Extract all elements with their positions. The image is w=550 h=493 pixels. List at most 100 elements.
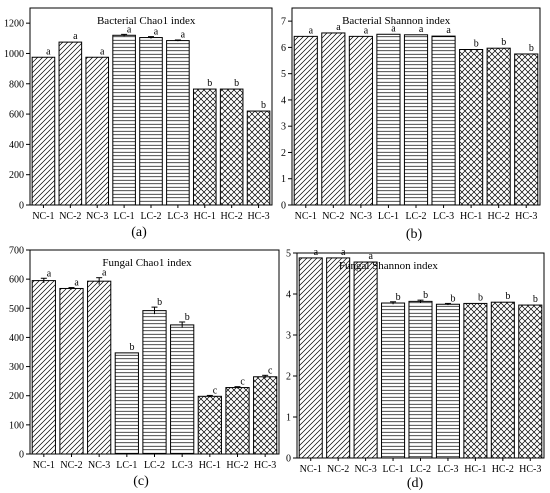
significance-letter: b	[423, 290, 428, 301]
y-tick-label: 500	[9, 304, 24, 315]
significance-letter: b	[261, 100, 266, 111]
bar	[166, 40, 190, 206]
x-tick-label: LC-3	[433, 211, 454, 222]
significance-letter: a	[391, 23, 396, 34]
bar	[353, 261, 378, 459]
panel-label-a: (a)	[131, 225, 147, 240]
significance-letter: a	[314, 247, 319, 258]
y-tick-label: 0	[281, 201, 286, 212]
significance-letter: a	[336, 22, 341, 33]
significance-letter: a	[46, 46, 51, 57]
bar	[490, 301, 515, 459]
significance-letter: a	[74, 277, 79, 288]
panel-label-c: (c)	[133, 474, 149, 489]
bar	[225, 387, 250, 455]
bar	[139, 37, 163, 206]
bar	[31, 56, 56, 206]
y-tick-label: 4	[281, 95, 286, 106]
x-tick-label: HC-1	[199, 460, 221, 471]
y-tick-label: 600	[9, 275, 24, 286]
x-tick-label: HC-2	[221, 211, 243, 222]
y-tick-label: 7	[281, 17, 286, 28]
significance-letter: b	[234, 78, 239, 89]
bar	[459, 49, 484, 206]
significance-letter: a	[419, 24, 424, 35]
y-tick-label: 400	[9, 140, 24, 151]
y-tick-label: 3	[281, 122, 286, 133]
bar	[170, 324, 195, 455]
bar	[514, 53, 539, 206]
x-tick-label: HC-2	[492, 464, 514, 475]
x-tick-label: HC-1	[460, 211, 482, 222]
bar	[246, 110, 271, 206]
x-tick-label: HC-3	[515, 211, 537, 222]
x-tick-label: NC-3	[88, 460, 110, 471]
bar	[58, 41, 83, 206]
significance-letter: a	[446, 25, 451, 36]
x-tick-label: NC-1	[33, 460, 55, 471]
x-tick-label: NC-2	[327, 464, 349, 475]
y-tick-label: 200	[9, 170, 24, 181]
x-tick-label: LC-1	[114, 211, 135, 222]
bar	[381, 302, 406, 459]
x-tick-label: NC-3	[354, 464, 376, 475]
bar	[435, 303, 460, 459]
x-tick-label: HC-2	[488, 211, 510, 222]
bar	[403, 34, 429, 206]
y-tick-label: 3	[286, 331, 291, 342]
x-tick-label: LC-2	[410, 464, 431, 475]
significance-letter: c	[240, 377, 245, 388]
significance-letter: a	[102, 268, 107, 279]
y-tick-label: 6	[281, 43, 286, 54]
x-tick-label: NC-1	[300, 464, 322, 475]
significance-letter: b	[478, 292, 483, 303]
significance-letter: b	[396, 292, 401, 303]
y-tick-label: 400	[9, 333, 24, 344]
y-tick-label: 1000	[4, 49, 24, 60]
bar	[348, 35, 373, 206]
significance-letter: b	[207, 78, 212, 89]
x-tick-label: LC-3	[167, 211, 188, 222]
x-tick-label: HC-3	[519, 464, 541, 475]
y-tick-label: 2	[281, 148, 286, 159]
chart-title: Bacterial Chao1 index	[97, 15, 196, 27]
significance-letter: b	[157, 297, 162, 308]
y-tick-label: 200	[9, 391, 24, 402]
y-tick-label: 700	[9, 246, 24, 257]
chart-title: Bacterial Shannon index	[342, 15, 451, 27]
bar	[87, 280, 112, 455]
x-tick-label: LC-3	[437, 464, 458, 475]
bar	[192, 88, 217, 206]
significance-letter: b	[505, 291, 510, 302]
y-tick-label: 1	[286, 413, 291, 424]
significance-letter: a	[364, 25, 369, 36]
y-tick-label: 800	[9, 79, 24, 90]
significance-letter: a	[181, 30, 186, 41]
x-tick-label: LC-2	[140, 211, 161, 222]
significance-letter: b	[129, 342, 134, 353]
x-tick-label: NC-3	[350, 211, 372, 222]
bar	[376, 33, 401, 206]
x-tick-label: HC-3	[254, 460, 276, 471]
bar	[293, 35, 318, 206]
significance-letter: b	[501, 37, 506, 48]
significance-letter: a	[127, 24, 132, 35]
y-tick-label: 5	[286, 249, 291, 260]
significance-letter: a	[341, 247, 346, 258]
y-tick-label: 600	[9, 110, 24, 121]
bar	[219, 88, 244, 206]
y-tick-label: 1200	[4, 19, 24, 30]
significance-letter: c	[213, 385, 218, 396]
x-tick-label: HC-1	[194, 211, 216, 222]
y-tick-label: 2	[286, 372, 291, 383]
bar	[298, 257, 323, 459]
x-tick-label: HC-3	[247, 211, 269, 222]
y-tick-label: 0	[286, 454, 291, 465]
chart-panel-b: Bacterial Shannon index 0 1 2 3 4 5 6 7 a NC-1 a NC-…	[281, 7, 541, 222]
bar	[142, 310, 167, 455]
y-tick-label: 1	[281, 174, 286, 185]
bar	[31, 280, 56, 455]
chart-panel-a: Bacterial Chao1 index 0 200 400 600 800 1000 12…	[4, 7, 273, 222]
